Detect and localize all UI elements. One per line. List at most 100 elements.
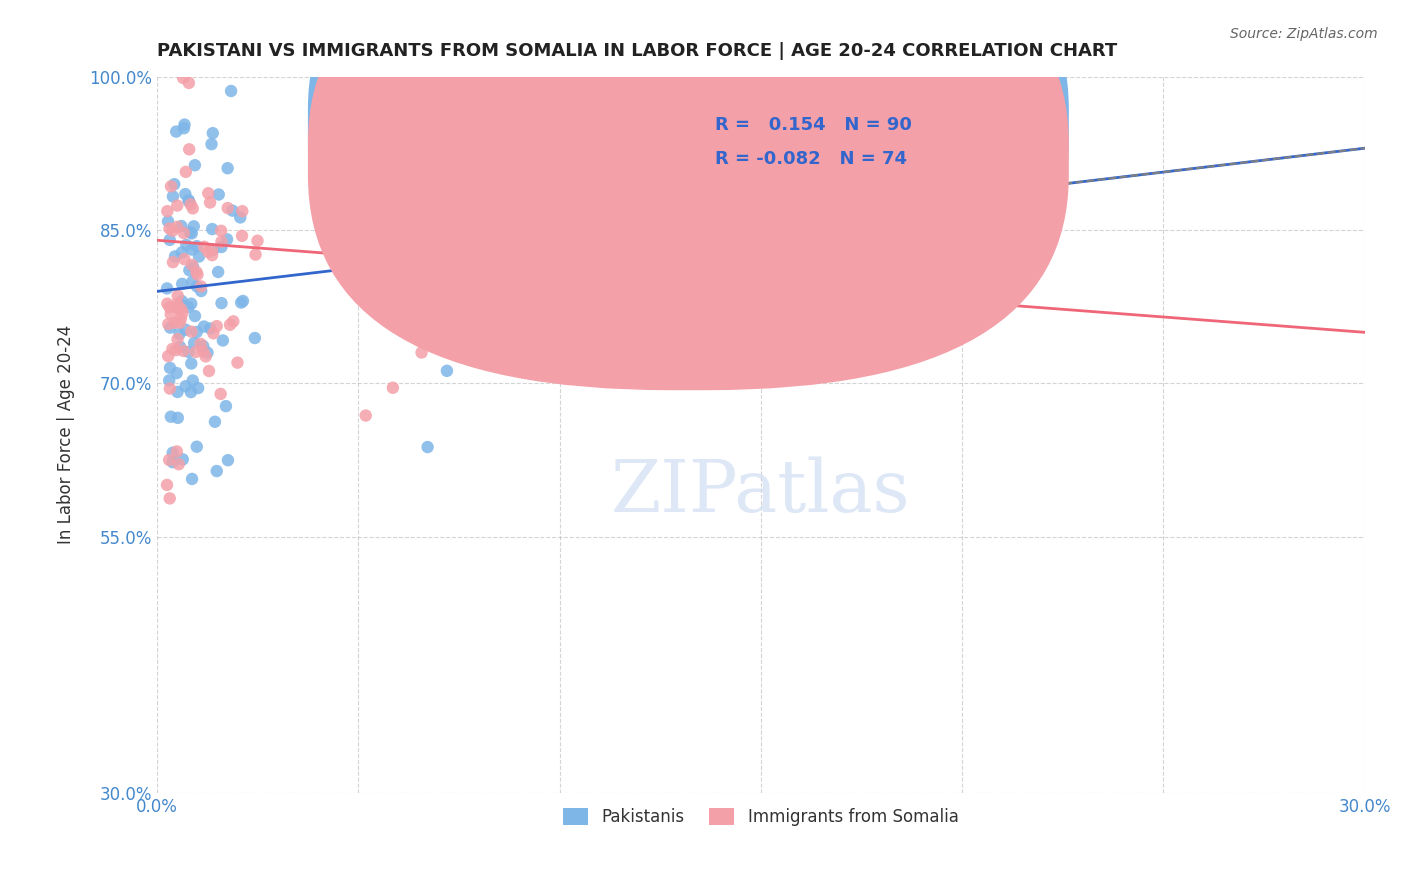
Point [436,364,458,378]
Point [181,374,204,388]
Point [217,201,239,215]
Point [181,275,204,289]
Point [173,118,195,132]
Text: ZIPatlas: ZIPatlas [612,457,911,527]
FancyBboxPatch shape [308,0,1069,356]
Point [157,373,180,387]
Point [215,399,238,413]
Point [166,384,188,399]
Point [205,464,228,478]
Point [209,387,232,401]
Point [159,320,181,334]
Point [202,326,225,341]
FancyBboxPatch shape [308,0,1069,390]
Point [186,265,208,279]
Point [209,240,232,254]
Point [163,249,186,263]
Point [198,364,221,378]
Point [197,186,219,201]
Point [193,240,215,254]
Point [170,294,193,309]
Point [391,272,413,286]
Point [177,300,200,314]
Point [177,76,200,90]
Point [229,211,252,225]
Point [162,446,184,460]
Point [183,219,205,234]
Point [180,385,202,400]
Point [381,70,404,85]
Point [181,258,204,272]
Point [226,356,249,370]
FancyBboxPatch shape [647,91,1057,187]
Point [190,279,212,293]
Point [191,344,214,359]
Point [172,306,194,320]
Point [174,165,197,179]
Point [212,334,235,348]
Point [166,444,188,458]
Point [180,325,202,339]
Point [180,296,202,310]
Point [231,204,253,219]
Point [198,321,221,335]
Point [186,325,208,339]
Point [170,311,193,326]
Point [184,309,207,323]
Point [347,118,370,132]
Point [180,243,202,257]
Point [180,227,202,241]
Legend: Pakistanis, Immigrants from Somalia: Pakistanis, Immigrants from Somalia [555,799,967,834]
Point [156,204,179,219]
Point [170,297,193,311]
Point [159,300,181,314]
Point [159,382,181,396]
Point [172,277,194,291]
Point [357,178,380,192]
Point [190,336,212,351]
Point [217,453,239,467]
Point [186,268,208,282]
Point [174,323,197,337]
Point [381,381,404,395]
Point [201,248,224,262]
Point [166,198,188,212]
Point [160,179,183,194]
Point [222,314,245,328]
Point [177,345,200,359]
Point [176,238,198,252]
Point [187,381,209,395]
Point [173,226,195,240]
Point [200,137,222,152]
Point [186,239,208,253]
Point [166,332,188,346]
Point [399,299,422,313]
Point [166,366,188,380]
Point [159,360,181,375]
Point [162,224,184,238]
Point [194,350,217,364]
Point [169,316,191,330]
Point [169,340,191,354]
Point [159,491,181,506]
Point [232,293,254,308]
Point [359,217,381,231]
Point [209,224,232,238]
Point [157,453,180,467]
Point [163,178,186,192]
Point [166,301,188,315]
Point [411,345,433,359]
Point [202,243,225,257]
Point [156,296,179,310]
Point [217,161,239,176]
Point [190,284,212,298]
Point [165,125,187,139]
Point [166,219,188,234]
Point [472,187,495,202]
Point [360,264,382,278]
Point [156,478,179,492]
Point [157,349,180,363]
Point [181,260,204,274]
Point [188,250,211,264]
Point [162,255,184,269]
